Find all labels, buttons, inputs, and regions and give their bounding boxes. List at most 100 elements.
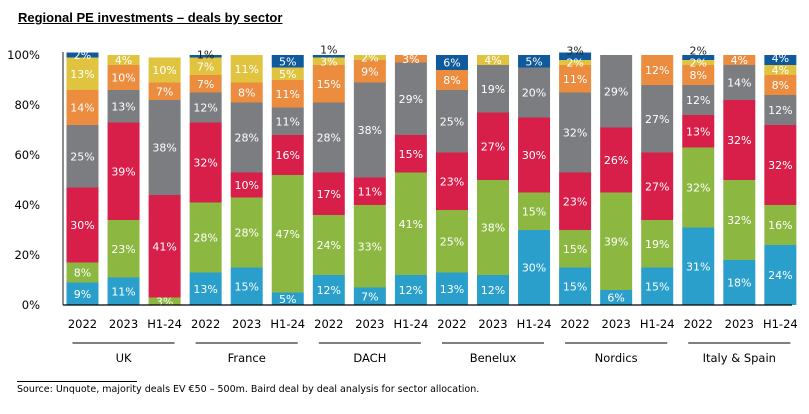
x-tick-label: H1-24 xyxy=(394,317,429,331)
y-tick-label: 40% xyxy=(14,198,40,212)
bar-segment xyxy=(641,220,674,268)
data-label: 20% xyxy=(522,87,546,100)
bar-segment xyxy=(723,260,756,305)
bar-segment xyxy=(353,82,386,178)
data-label: 12% xyxy=(645,64,669,77)
bar-segment xyxy=(353,177,386,205)
data-label: 4% xyxy=(731,54,748,67)
data-label: 8% xyxy=(690,69,707,82)
bar-segment xyxy=(271,292,304,305)
x-tick-label: 2023 xyxy=(478,317,507,331)
data-label: 12% xyxy=(193,102,217,115)
data-label: 6% xyxy=(607,292,624,305)
x-tick-label: H1-24 xyxy=(147,317,182,331)
data-label: 11% xyxy=(234,63,258,76)
bar-segment xyxy=(148,100,181,195)
data-label: 2% xyxy=(690,45,707,58)
bar-segment xyxy=(189,272,222,305)
data-label: 23% xyxy=(563,195,587,208)
source-divider xyxy=(17,381,137,382)
bar-segment xyxy=(559,92,592,173)
bar-segment xyxy=(477,275,509,305)
bar-segment xyxy=(353,287,386,305)
bar-segment xyxy=(312,57,345,65)
bar-segment xyxy=(764,245,797,305)
bar-segment xyxy=(230,197,263,268)
bar-segment xyxy=(394,62,427,135)
data-label: 23% xyxy=(440,175,464,188)
data-label: 17% xyxy=(317,188,341,201)
data-label: 32% xyxy=(727,134,751,147)
bar-segment xyxy=(230,267,263,305)
group-label: France xyxy=(228,351,266,365)
bar-segment xyxy=(189,55,222,58)
bar-segment xyxy=(66,52,99,58)
bar-segment xyxy=(723,100,756,180)
y-tick-label: 0% xyxy=(22,298,40,312)
bar-segment xyxy=(559,65,592,93)
y-tick-label: 80% xyxy=(14,98,40,112)
data-label: 4% xyxy=(772,64,789,77)
data-label: 4% xyxy=(484,54,501,67)
x-tick-label: 2023 xyxy=(109,317,138,331)
bar-segment xyxy=(189,57,222,75)
bar-segment xyxy=(230,55,263,83)
bar-segment xyxy=(394,172,427,275)
bar-segment xyxy=(600,192,633,290)
bar-segment xyxy=(435,70,468,90)
data-label: 2% xyxy=(690,57,707,70)
bar-segment xyxy=(271,55,304,68)
x-tick-label: 2023 xyxy=(725,317,754,331)
y-tick-label: 60% xyxy=(14,148,40,162)
data-label: 11% xyxy=(111,285,135,298)
bar-segment xyxy=(230,82,263,103)
data-label: 2% xyxy=(566,57,583,70)
data-label: 32% xyxy=(193,157,217,170)
bar-segment xyxy=(435,55,468,70)
bar-segment xyxy=(189,92,222,123)
bar-segment xyxy=(148,195,181,298)
data-label: 41% xyxy=(399,218,423,231)
data-label: 6% xyxy=(443,57,460,70)
x-tick-label: H1-24 xyxy=(270,317,305,331)
data-label: 9% xyxy=(361,65,378,78)
data-label: 12% xyxy=(686,94,710,107)
data-label: 5% xyxy=(279,68,296,81)
y-tick-label: 100% xyxy=(7,48,40,62)
bar-segment xyxy=(107,55,140,65)
data-label: 2% xyxy=(361,52,378,65)
bar-segment xyxy=(148,82,181,100)
x-tick-label: 2022 xyxy=(314,317,343,331)
bar-segment xyxy=(435,90,468,153)
bar-segment xyxy=(600,290,633,305)
data-label: 11% xyxy=(276,88,300,101)
data-label: 38% xyxy=(481,222,505,235)
bar-segment xyxy=(764,125,797,205)
data-label: 8% xyxy=(443,74,460,87)
data-label: 33% xyxy=(358,240,382,253)
data-label: 7% xyxy=(197,60,214,73)
bar-segment xyxy=(312,172,345,215)
data-label: 7% xyxy=(361,290,378,303)
data-label: 26% xyxy=(604,154,628,167)
data-label: 28% xyxy=(234,132,258,145)
bar-segment xyxy=(66,57,99,90)
bar-segment xyxy=(477,180,509,275)
bar-segment xyxy=(435,210,468,273)
data-label: 15% xyxy=(234,280,258,293)
bar-segment xyxy=(107,90,140,123)
bar-segment xyxy=(477,65,509,113)
bar-segment xyxy=(148,297,181,305)
bar-segment xyxy=(641,152,674,220)
data-label: 23% xyxy=(111,243,135,256)
data-label: 39% xyxy=(111,165,135,178)
data-label: 5% xyxy=(279,293,296,306)
data-label: 15% xyxy=(399,148,423,161)
data-label: 13% xyxy=(193,283,217,296)
bar-segment xyxy=(723,55,756,65)
data-label: 15% xyxy=(522,205,546,218)
bar-segment xyxy=(435,152,468,210)
bar-segment xyxy=(559,230,592,268)
data-label: 3% xyxy=(156,295,173,308)
